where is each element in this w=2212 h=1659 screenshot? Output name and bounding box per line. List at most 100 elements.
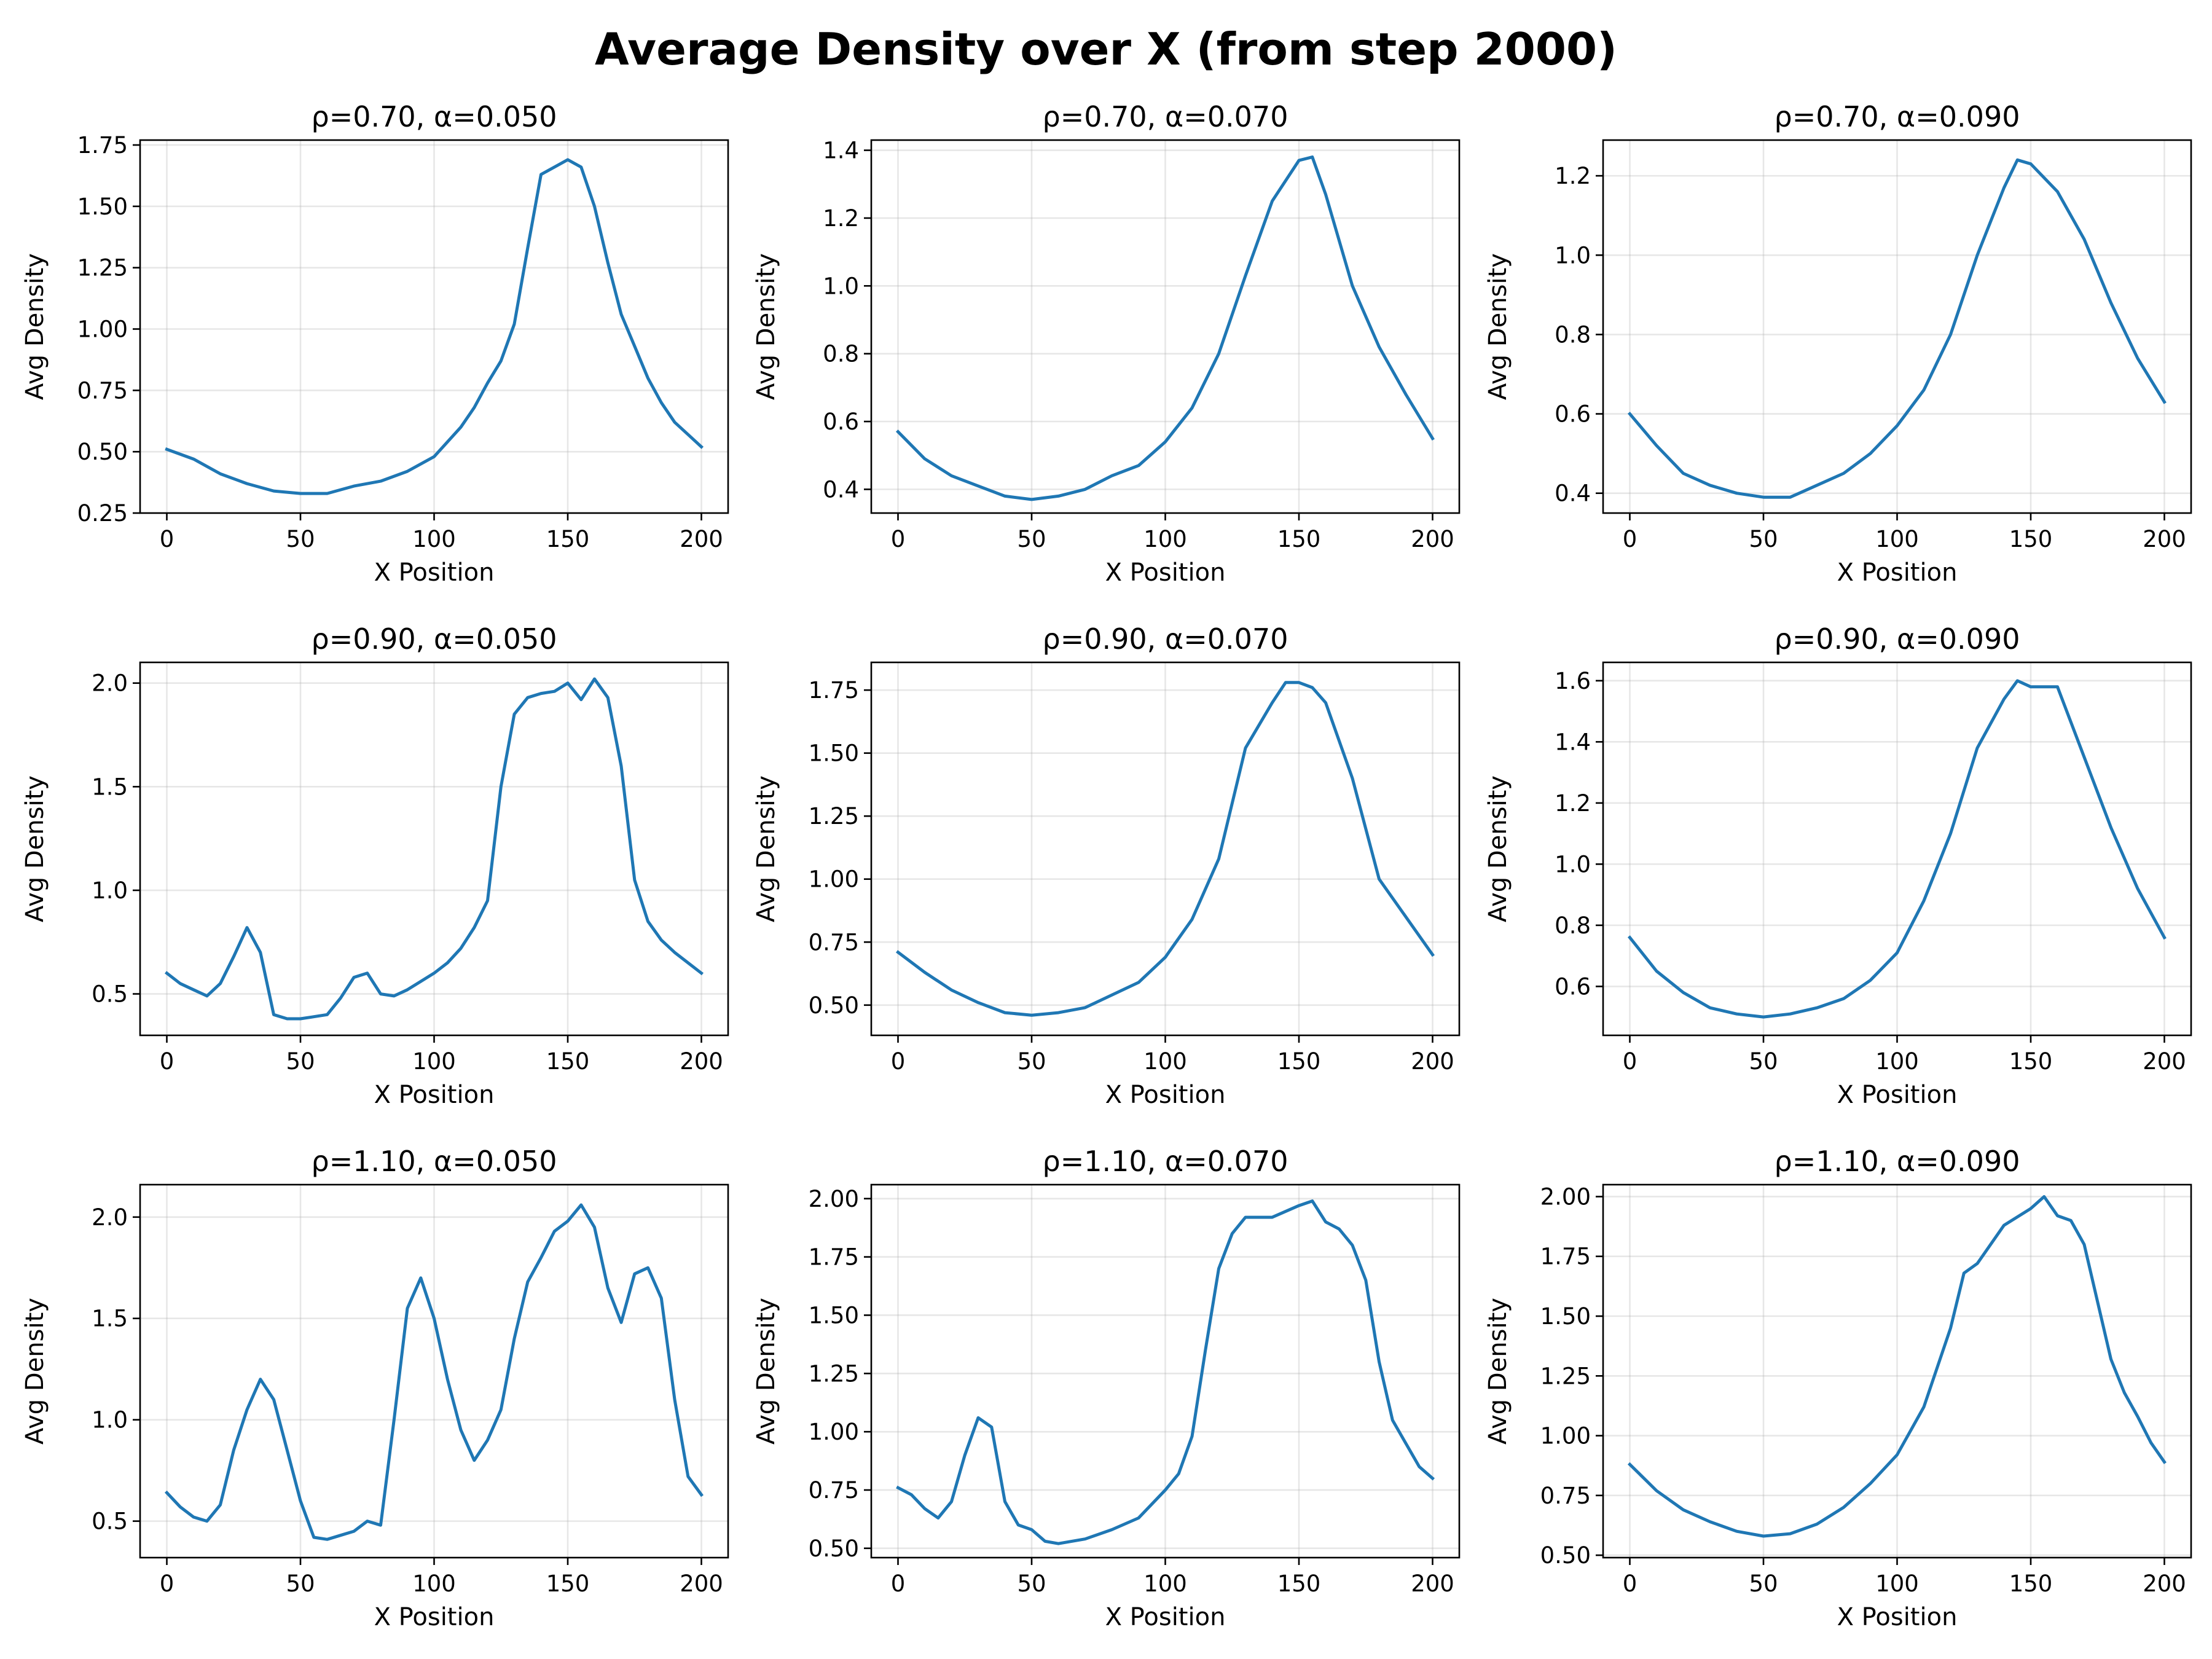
x-tick-label: 0 <box>891 526 906 552</box>
y-tick-label: 1.4 <box>823 138 859 164</box>
x-tick-label: 150 <box>2009 1571 2053 1597</box>
x-tick-label: 0 <box>160 526 175 552</box>
x-tick-label: 150 <box>546 1571 590 1597</box>
x-tick-label: 0 <box>1623 1048 1637 1075</box>
x-tick-label: 50 <box>1749 526 1778 552</box>
x-tick-label: 200 <box>2143 1048 2186 1075</box>
y-tick-label: 0.4 <box>1555 480 1591 507</box>
x-tick-label: 50 <box>1749 1048 1778 1075</box>
y-tick-label: 1.00 <box>77 316 128 342</box>
subplot-8: 0 50 100 150 200 0.50 0.75 1.00 1.25 1.50 1.75 2.00… <box>752 1145 1461 1631</box>
y-tick-label: 1.5 <box>92 774 128 800</box>
y-tick-label: 2.0 <box>92 1204 128 1231</box>
y-axis-label: Avg Density <box>21 775 49 922</box>
x-axis-label: X Position <box>374 559 495 587</box>
x-tick-label: 150 <box>1277 526 1321 552</box>
y-tick-label: 0.75 <box>1540 1483 1591 1509</box>
panels: 0 50 100 150 2000.250.500.751.001.251.501.75… <box>21 100 2192 1631</box>
x-tick-label: 200 <box>1411 1571 1454 1597</box>
x-tick-label: 150 <box>546 1048 590 1075</box>
x-tick-label: 200 <box>1411 526 1454 552</box>
y-axis-label: Avg Density <box>1484 253 1512 400</box>
x-tick-label: 50 <box>286 1571 315 1597</box>
y-tick-label: 0.6 <box>1555 973 1591 1000</box>
x-tick-label: 50 <box>1749 1571 1778 1597</box>
y-axis-label: Avg Density <box>752 1298 780 1445</box>
y-tick-label: 1.6 <box>1555 668 1591 694</box>
x-tick-label: 200 <box>2143 526 2186 552</box>
y-tick-label: 0.5 <box>92 981 128 1008</box>
x-tick-label: 50 <box>1017 526 1046 552</box>
x-tick-label: 50 <box>1017 1571 1046 1597</box>
y-tick-label: 0.50 <box>809 992 859 1019</box>
x-axis-label: X Position <box>1105 1603 1226 1631</box>
density-series-line <box>1627 1195 2167 1538</box>
density-series-line <box>896 1199 1435 1545</box>
x-axis-label: X Position <box>374 1081 495 1109</box>
density-series-line <box>895 681 1435 1017</box>
x-tick-label: 0 <box>1623 1571 1637 1597</box>
subplot-7: 0 50 100 150 200 0.5 1.0 1.5 2.0 ρ=1.10, α=0.050 X… <box>21 1145 729 1631</box>
y-tick-label: 0.8 <box>1555 321 1591 348</box>
x-tick-label: 150 <box>546 526 590 552</box>
density-series-line <box>895 155 1435 501</box>
y-tick-label: 1.0 <box>1555 851 1591 877</box>
y-axis-label: Avg Density <box>21 253 49 400</box>
y-tick-label: 1.00 <box>809 1419 859 1445</box>
subplot-title: ρ=0.70, α=0.090 <box>1775 100 2020 133</box>
y-tick-label: 0.75 <box>809 929 859 955</box>
y-tick-label: 0.50 <box>1540 1542 1591 1569</box>
x-tick-label: 0 <box>891 1048 906 1075</box>
y-tick-label: 0.6 <box>1555 401 1591 428</box>
x-tick-label: 150 <box>2009 1048 2053 1075</box>
y-axis-label: Avg Density <box>1484 775 1512 922</box>
x-axis-label: X Position <box>1837 559 1958 587</box>
x-axis-label: X Position <box>374 1603 495 1631</box>
subplot-3: 0 50 100 150 200 0.4 0.6 0.8 1.0 1.2 ρ=0.70, α=0.0… <box>1484 100 2192 587</box>
y-tick-label: 1.4 <box>1555 729 1591 755</box>
x-axis-label: X Position <box>1105 1081 1226 1109</box>
subplot-title: ρ=1.10, α=0.090 <box>1775 1145 2020 1178</box>
y-tick-label: 0.5 <box>92 1508 128 1535</box>
y-tick-label: 1.2 <box>823 205 859 232</box>
subplot-5: 0 50 100 150 200 0.50 0.75 1.00 1.25 1.50 1.75 ρ=0.… <box>752 622 1461 1109</box>
y-tick-label: 1.0 <box>92 1407 128 1433</box>
y-tick-label: 1.75 <box>809 677 859 704</box>
x-tick-label: 100 <box>412 526 456 552</box>
x-tick-label: 50 <box>1017 1048 1046 1075</box>
x-tick-label: 100 <box>1143 1048 1187 1075</box>
density-series-line <box>1627 679 2167 1019</box>
subplot-title: ρ=1.10, α=0.050 <box>312 1145 557 1178</box>
x-tick-label: 100 <box>1875 1571 1919 1597</box>
x-tick-label: 200 <box>680 1571 723 1597</box>
y-tick-label: 1.0 <box>1555 242 1591 269</box>
y-axis-label: Avg Density <box>1484 1298 1512 1445</box>
y-tick-label: 1.50 <box>77 194 128 220</box>
subplot-title: ρ=0.90, α=0.050 <box>312 622 557 656</box>
y-tick-label: 1.25 <box>1540 1363 1591 1389</box>
x-tick-label: 200 <box>680 526 723 552</box>
x-tick-label: 150 <box>1277 1048 1321 1075</box>
y-tick-label: 0.50 <box>77 439 128 465</box>
y-tick-label: 1.0 <box>823 273 859 299</box>
y-tick-label: 0.4 <box>823 476 859 503</box>
y-tick-label: 1.00 <box>1540 1423 1591 1449</box>
y-tick-label: 0.8 <box>823 341 859 367</box>
x-tick-label: 200 <box>680 1048 723 1075</box>
y-tick-label: 1.25 <box>809 1360 859 1387</box>
density-series-line <box>1627 158 2167 499</box>
density-series-line <box>164 677 704 1021</box>
x-tick-label: 200 <box>2143 1571 2186 1597</box>
y-tick-label: 1.50 <box>809 1302 859 1328</box>
y-tick-label: 0.8 <box>1555 912 1591 939</box>
subplot-6: 0 50 100 150 200 0.6 0.8 1.0 1.2 1.4 1.6 ρ=0.90, α=… <box>1484 622 2192 1109</box>
x-tick-label: 150 <box>2009 526 2053 552</box>
x-tick-label: 50 <box>286 1048 315 1075</box>
y-tick-label: 2.0 <box>92 670 128 697</box>
y-tick-label: 1.2 <box>1555 163 1591 189</box>
y-tick-label: 1.25 <box>77 255 128 281</box>
x-tick-label: 200 <box>1411 1048 1454 1075</box>
x-tick-label: 100 <box>1143 1571 1187 1597</box>
